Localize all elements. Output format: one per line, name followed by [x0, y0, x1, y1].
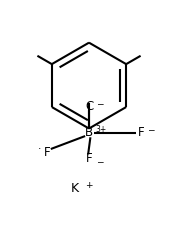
- Text: K: K: [71, 182, 79, 195]
- Text: −: −: [96, 99, 103, 108]
- Text: B: B: [85, 126, 93, 139]
- Text: F: F: [137, 126, 144, 139]
- Text: −: −: [96, 157, 103, 166]
- Text: −: −: [147, 125, 155, 134]
- Text: F: F: [86, 152, 92, 165]
- Text: C: C: [85, 100, 93, 113]
- Text: 3+: 3+: [96, 125, 107, 134]
- Text: F: F: [44, 146, 50, 159]
- Text: ·: ·: [38, 144, 42, 155]
- Text: +: +: [85, 181, 92, 190]
